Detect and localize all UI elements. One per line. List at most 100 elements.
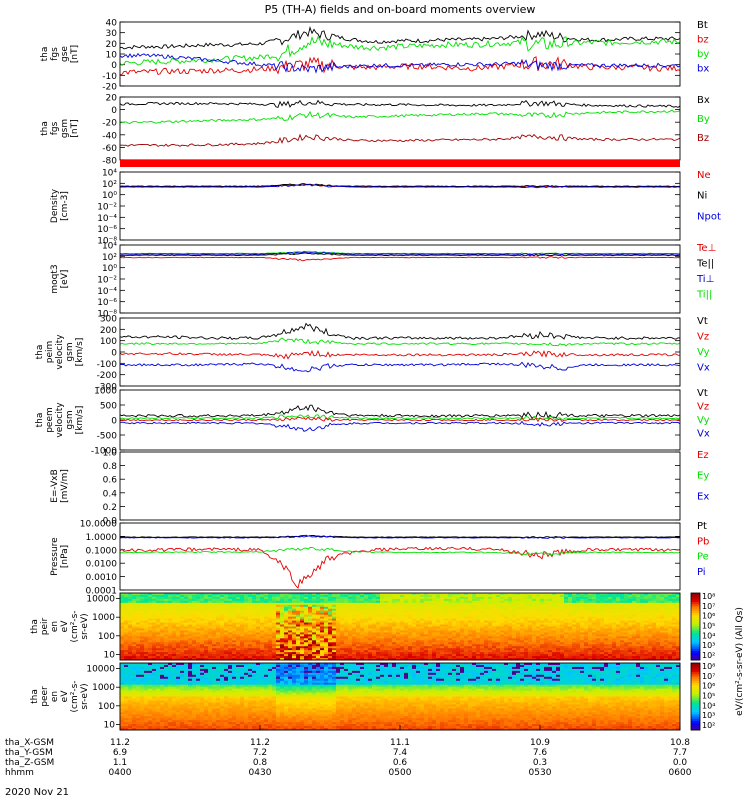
- spectrogram-cell: [188, 632, 193, 635]
- spectrogram-cell: [656, 596, 661, 600]
- spectrogram-cell: [324, 642, 329, 645]
- spectrogram-cell: [164, 622, 169, 625]
- spectrogram-cell: [324, 600, 329, 604]
- spectrogram-cell: [548, 596, 553, 600]
- spectrogram-cell: [600, 650, 605, 653]
- spectrogram-cell: [256, 608, 261, 612]
- spectrogram-cell: [164, 648, 169, 651]
- spectrogram-cell: [544, 656, 549, 659]
- y-axis-label: gsm: [60, 119, 70, 138]
- spectrogram-cell: [540, 634, 545, 637]
- spectrogram-cell: [260, 634, 265, 637]
- spectrogram-cell: [352, 626, 357, 629]
- spectrogram-cell: [212, 596, 217, 600]
- spectrogram-cell: [468, 640, 473, 643]
- spectrogram-cell: [352, 604, 357, 608]
- spectrogram-cell: [492, 624, 497, 627]
- spectrogram-cell: [404, 598, 409, 602]
- spectrogram-cell: [364, 640, 369, 643]
- spectrogram-cell: [204, 624, 209, 627]
- spectrogram-cell: [644, 626, 649, 629]
- spectrogram-cell: [360, 644, 365, 647]
- spectrogram-cell: [380, 598, 385, 602]
- spectrogram-cell: [292, 596, 297, 600]
- spectrogram-cell: [192, 593, 197, 596]
- spectrogram-cell: [128, 612, 133, 616]
- spectrogram-cell: [608, 600, 613, 604]
- spectrogram-cell: [556, 642, 561, 645]
- spectrogram-cell: [380, 614, 385, 618]
- spectrogram-cell: [568, 632, 573, 635]
- spectrogram-cell: [580, 602, 585, 606]
- spectrogram-cell: [216, 632, 221, 635]
- spectrogram-cell: [360, 614, 365, 618]
- spectrogram-cell: [552, 652, 557, 655]
- y-tick-label: 10⁰: [102, 191, 117, 201]
- spectrogram-cell: [144, 594, 149, 598]
- spectrogram-cell: [184, 648, 189, 651]
- spectrogram-cell: [324, 602, 329, 606]
- spectrogram-cell: [348, 644, 353, 647]
- spectrogram-cell: [524, 636, 529, 639]
- spectrogram-cell: [240, 628, 245, 631]
- spectrogram-cell: [536, 622, 541, 625]
- spectrogram-cell: [168, 624, 173, 627]
- spectrogram-cell: [276, 594, 281, 598]
- spectrogram-cell: [136, 652, 141, 655]
- spectrogram-cell: [416, 644, 421, 647]
- spectrogram-cell: [580, 604, 585, 608]
- spectrogram-cell: [268, 648, 273, 651]
- spectrogram-cell: [436, 604, 441, 608]
- spectrogram-cell: [396, 642, 401, 645]
- spectrogram-cell: [568, 616, 573, 620]
- spectrogram-cell: [504, 612, 509, 616]
- spectrogram-cell: [484, 652, 489, 655]
- spectrogram-cell: [280, 612, 285, 616]
- spectrogram-cell: [376, 622, 381, 625]
- spectrogram-cell: [540, 654, 545, 657]
- spectrogram-cell: [360, 624, 365, 627]
- spectrogram-cell: [172, 596, 177, 600]
- spectrogram-cell: [324, 652, 329, 655]
- spectrogram-cell: [128, 650, 133, 653]
- spectrogram-cell: [476, 640, 481, 643]
- spectrogram-cell: [524, 602, 529, 606]
- spectrogram-cell: [508, 596, 513, 600]
- spectrogram-cell: [216, 644, 221, 647]
- spectrogram-cell: [124, 634, 129, 637]
- spectrogram-cell: [260, 626, 265, 629]
- spectrogram-cell: [552, 642, 557, 645]
- spectrogram-cell: [400, 626, 405, 629]
- spectrogram-cell: [504, 608, 509, 612]
- spectrogram-cell: [528, 593, 533, 596]
- spectrogram-cell: [276, 654, 281, 657]
- spectrogram-cell: [236, 634, 241, 637]
- spectrogram-cell: [388, 608, 393, 612]
- spectrogram-cell: [276, 642, 281, 645]
- series-line-te||: [119, 252, 681, 257]
- spectrogram-cell: [268, 610, 273, 614]
- spectrogram-cell: [576, 612, 581, 616]
- spectrogram-cell: [388, 604, 393, 608]
- spectrogram-cell: [624, 622, 629, 625]
- spectrogram-cell: [608, 654, 613, 657]
- spectrogram-cell: [324, 612, 329, 616]
- spectrogram-cell: [424, 630, 429, 633]
- spectrogram-cell: [604, 606, 609, 610]
- spectrogram-cell: [400, 630, 405, 633]
- spectrogram-cell: [168, 632, 173, 635]
- spectrogram-cell: [588, 626, 593, 629]
- spectrogram-cell: [140, 620, 145, 623]
- spectrogram-cell: [292, 610, 297, 614]
- spectrogram-cell: [608, 640, 613, 643]
- spectrogram-cell: [664, 642, 669, 645]
- spectrogram-cell: [248, 636, 253, 639]
- spectrogram-cell: [424, 640, 429, 643]
- spectrogram-cell: [508, 622, 513, 625]
- spectrogram-cell: [520, 610, 525, 614]
- spectrogram-cell: [420, 616, 425, 620]
- spectrogram-cell: [196, 610, 201, 614]
- spectrogram-cell: [120, 652, 125, 655]
- spectrogram-cell: [528, 634, 533, 637]
- spectrogram-cell: [264, 618, 269, 621]
